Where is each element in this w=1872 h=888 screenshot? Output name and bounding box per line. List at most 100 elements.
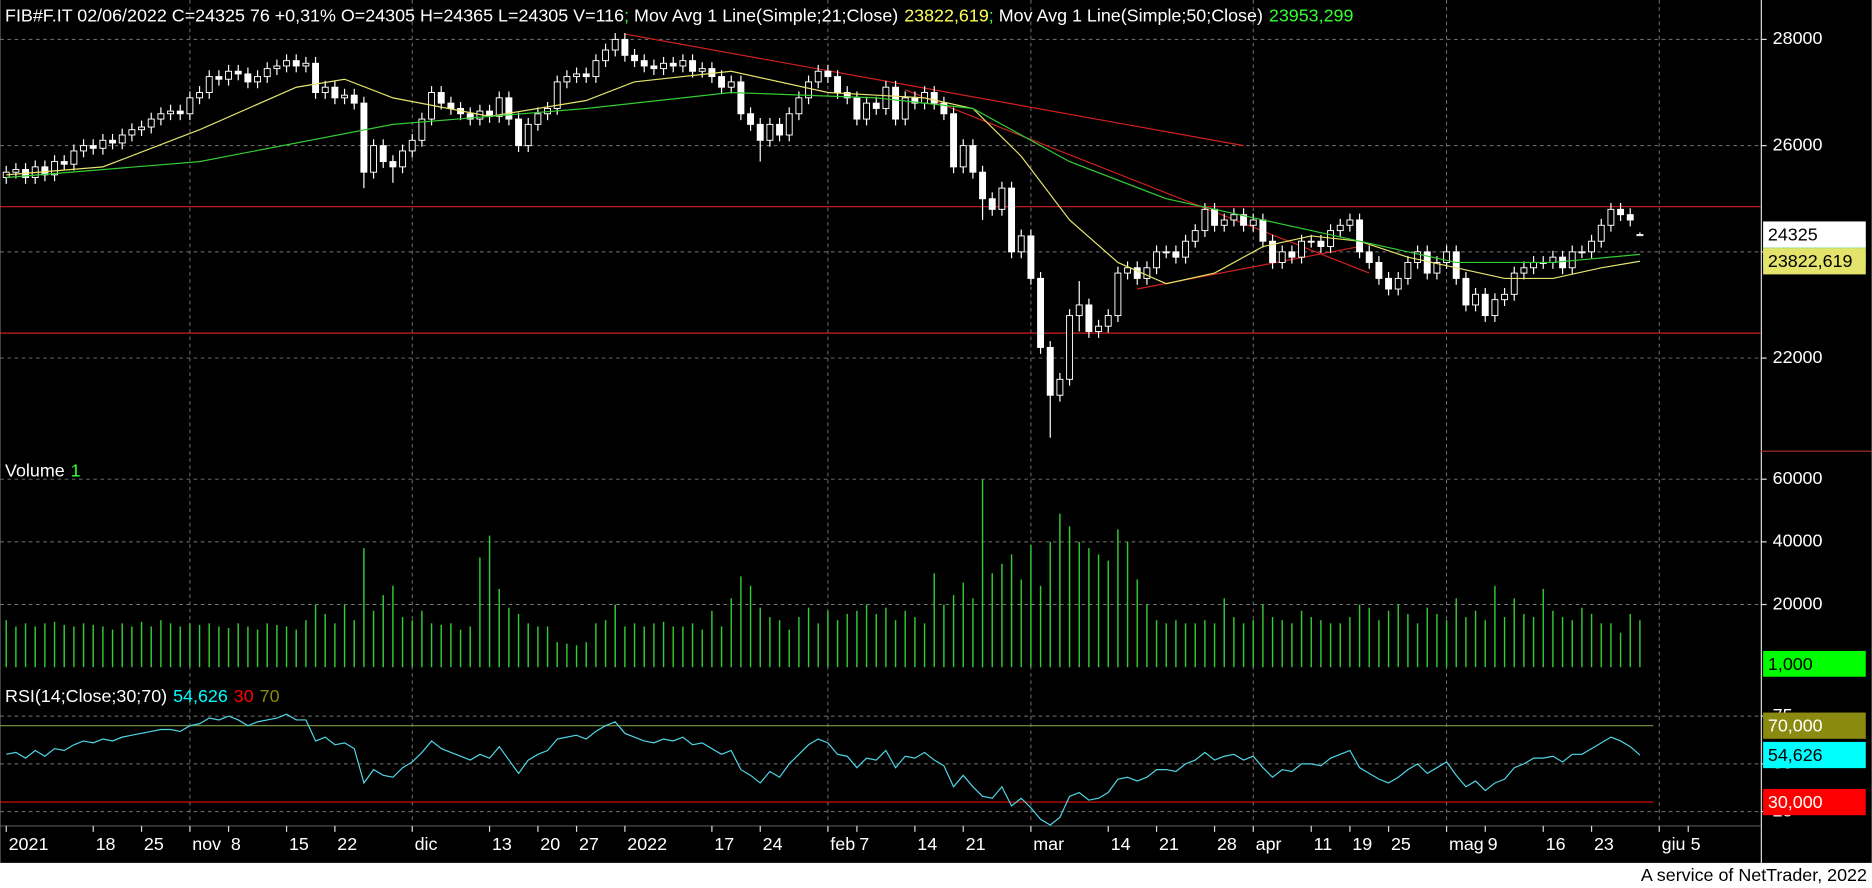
candle-body <box>1095 325 1103 332</box>
candle-body <box>1056 378 1064 396</box>
candle-body <box>901 97 909 120</box>
value-boxes: 23953,30023822,619243251,00030,00070,000… <box>1763 221 1866 816</box>
candle-body <box>437 92 445 104</box>
candle-body <box>263 68 271 78</box>
candle-body <box>602 49 610 62</box>
candle-body <box>1298 240 1306 258</box>
x-tick-label: 24 <box>763 834 783 854</box>
candle-body <box>1182 240 1190 258</box>
candle-body <box>524 123 532 147</box>
candle-body <box>1211 208 1219 226</box>
candle-body <box>582 73 590 78</box>
value-box: 70,000 <box>1763 712 1866 739</box>
candle-body <box>1491 299 1499 317</box>
candle-body <box>1578 251 1586 254</box>
candle-body <box>805 81 813 99</box>
candle-body <box>631 54 639 62</box>
candle-body <box>882 86 890 109</box>
x-tick-label: 22 <box>337 834 357 854</box>
candle-body <box>669 62 677 67</box>
candle-body <box>563 76 571 83</box>
candle-body <box>1481 293 1489 317</box>
candle-body <box>1017 235 1025 253</box>
candle-body <box>147 118 155 128</box>
rsi-threshold: 30 <box>234 686 254 706</box>
candle-body <box>747 113 755 125</box>
chart-header: FIB#F.IT 02/06/2022 C=24325 76 +0,31% O=… <box>5 5 1353 25</box>
candle-body <box>795 97 803 115</box>
value-box-bg <box>1763 788 1866 816</box>
value-box-label: 1,000 <box>1768 654 1813 674</box>
candle-body <box>1269 240 1277 263</box>
candle-body <box>1162 251 1170 254</box>
candle-body <box>814 70 822 83</box>
candle-body <box>273 65 281 70</box>
candle-body <box>1520 267 1528 274</box>
x-tick-label: 25 <box>1391 834 1411 854</box>
header-separator: ; <box>624 5 634 25</box>
candle-body <box>1066 315 1074 380</box>
candle-body <box>718 76 726 88</box>
candle-body <box>1597 224 1605 242</box>
candle-body <box>1472 293 1480 306</box>
candle-body <box>505 97 513 120</box>
candle-body <box>312 62 320 93</box>
candle-body <box>215 76 223 80</box>
candle-body <box>1559 256 1567 269</box>
candle-body <box>1085 304 1093 332</box>
candle-body <box>418 118 426 141</box>
rsi-header: RSI(14;Close;30;70) 54,626 30 70 <box>5 686 280 706</box>
candle-body <box>737 81 745 115</box>
candle-body <box>1075 304 1083 317</box>
legend-value: 23953,299 <box>1269 5 1354 25</box>
candle-body <box>979 171 987 200</box>
value-box: 23822,619 <box>1763 248 1866 275</box>
x-tick-label: 8 <box>231 834 241 854</box>
x-tick-label: 14 <box>1111 834 1131 854</box>
candle-body <box>892 86 900 120</box>
header-separator: ; <box>989 5 999 25</box>
legend-entry: Mov Avg 1 Line(Simple;50;Close) <box>999 5 1263 25</box>
background <box>0 0 1872 863</box>
candle-body <box>1617 208 1625 216</box>
candle-body <box>824 70 832 78</box>
candle-body <box>1530 261 1538 269</box>
candle-body <box>950 113 958 168</box>
candle-body <box>99 139 107 149</box>
x-tick-label: 11 <box>1314 834 1333 854</box>
candle-body <box>379 145 387 163</box>
y-tick-label: 60000 <box>1773 468 1823 488</box>
candle-body <box>1027 235 1035 279</box>
candle-body <box>776 123 784 136</box>
candle-body <box>118 134 126 144</box>
candle-body <box>940 102 948 115</box>
x-tick-label: 7 <box>859 834 869 854</box>
candle-body <box>621 38 629 56</box>
x-tick-label: 27 <box>579 834 599 854</box>
candle-body <box>785 113 793 136</box>
candle-body <box>863 102 871 120</box>
candle-body <box>1201 208 1209 232</box>
candle-body <box>756 123 764 141</box>
candle-body <box>1501 293 1509 301</box>
candle-body <box>573 73 581 78</box>
candle-body <box>1240 214 1248 226</box>
marks <box>0 33 1761 826</box>
value-box-label: 23822,619 <box>1768 251 1853 271</box>
moving-average <box>6 91 1641 264</box>
candle-body <box>399 150 407 168</box>
x-tick-label: 20 <box>540 834 560 854</box>
x-tick-label: 5 <box>1691 834 1701 854</box>
rsi-last: 54,626 <box>173 686 228 706</box>
candle-body <box>176 110 184 115</box>
candle-body <box>1607 208 1615 226</box>
y-tick-label: 40000 <box>1773 531 1823 551</box>
candle-body <box>302 62 310 67</box>
candle-body <box>843 92 851 99</box>
candle-body <box>1278 251 1286 263</box>
candle-body <box>534 113 542 125</box>
candle-body <box>640 60 648 67</box>
candle-body <box>1510 272 1518 295</box>
candle-body <box>998 187 1006 210</box>
